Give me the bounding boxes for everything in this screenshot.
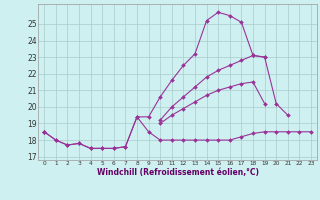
X-axis label: Windchill (Refroidissement éolien,°C): Windchill (Refroidissement éolien,°C) bbox=[97, 168, 259, 177]
